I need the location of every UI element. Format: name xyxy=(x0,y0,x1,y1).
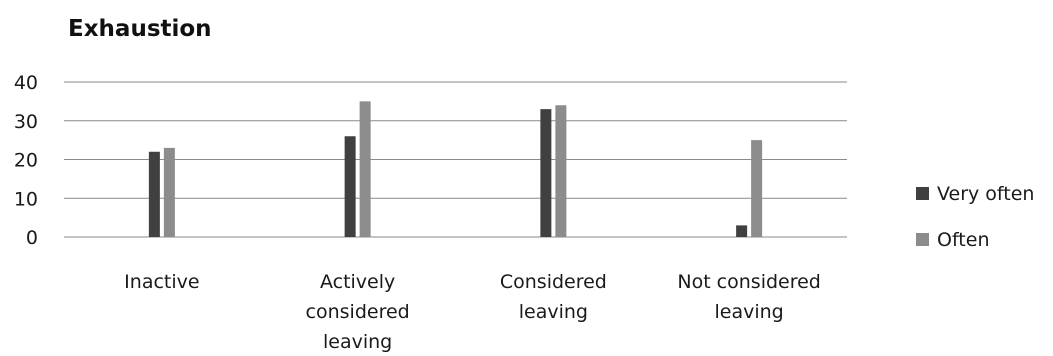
bar-very-often xyxy=(540,109,552,237)
y-tick-label: 20 xyxy=(14,150,38,172)
bar-often xyxy=(163,147,175,237)
category-label-line: considered xyxy=(306,301,410,323)
category-label-line: leaving xyxy=(715,301,784,323)
category-label-line: Inactive xyxy=(124,271,199,293)
bar-very-often xyxy=(148,151,160,237)
y-tick-label: 30 xyxy=(14,111,38,133)
legend-label: Very often xyxy=(937,183,1034,205)
category-label: Inactive xyxy=(124,271,199,293)
category-label: Actively considered leaving xyxy=(306,271,410,353)
y-tick-label: 0 xyxy=(26,227,38,249)
bar-very-often xyxy=(736,225,748,237)
bar-often xyxy=(751,140,763,237)
gridlines xyxy=(64,81,847,238)
category-label: Considered leaving xyxy=(500,271,607,323)
chart-title: Exhaustion xyxy=(68,16,212,42)
x-axis-categories: Inactive Actively considered leavingConside… xyxy=(124,271,821,353)
bar-often xyxy=(555,105,567,237)
y-axis-ticks: 0 10 20 30 40 xyxy=(14,72,38,249)
legend-label: Often xyxy=(937,229,990,251)
bars xyxy=(148,101,763,237)
bar-often xyxy=(359,101,371,237)
category-label-line: Actively xyxy=(320,271,395,293)
bar-very-often xyxy=(344,136,356,237)
category-label-line: Considered xyxy=(500,271,607,293)
category-label: Not considered leaving xyxy=(677,271,821,323)
y-tick-label: 10 xyxy=(14,188,38,210)
legend-swatch xyxy=(916,187,929,200)
category-label-line: leaving xyxy=(519,301,588,323)
category-label-line: Not considered xyxy=(677,271,821,293)
legend-swatch xyxy=(916,233,929,246)
y-tick-label: 40 xyxy=(14,72,38,94)
legend: Very often Often xyxy=(916,183,1034,251)
category-label-line: leaving xyxy=(323,331,392,353)
